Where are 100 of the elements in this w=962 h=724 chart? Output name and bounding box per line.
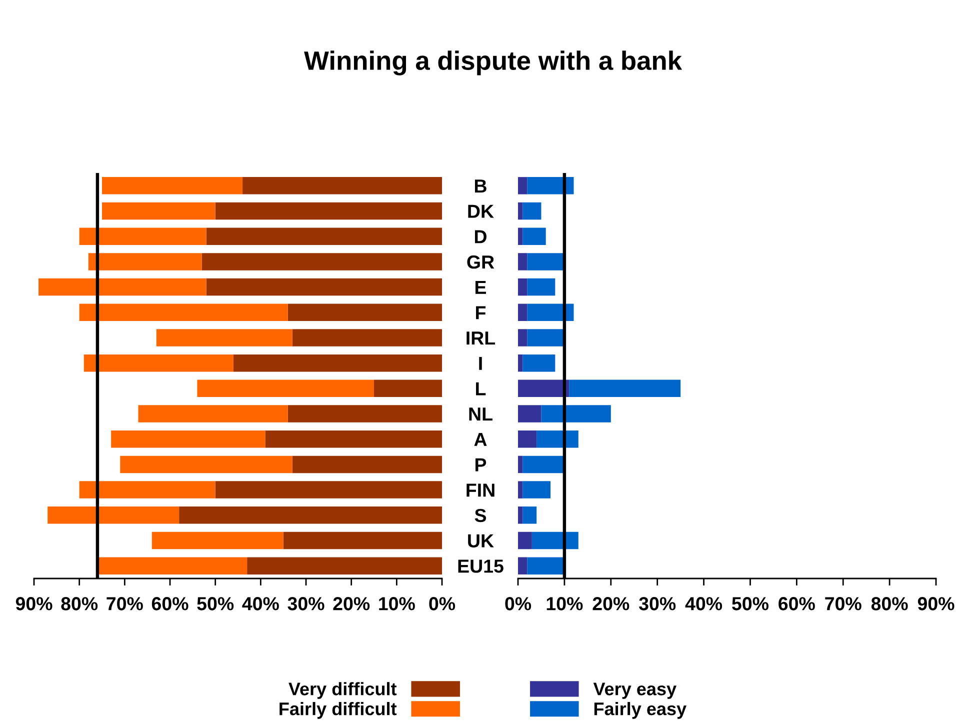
bar	[97, 557, 248, 574]
bar	[532, 532, 578, 550]
bar	[102, 202, 216, 220]
bar	[265, 430, 442, 448]
bar	[88, 253, 202, 270]
x-tick-label: 80%	[61, 597, 98, 610]
bar	[518, 253, 528, 270]
bar	[518, 304, 528, 322]
x-tick-label: 90%	[16, 597, 52, 610]
bar	[283, 532, 442, 550]
x-tick-label: 40%	[242, 597, 279, 610]
bar	[206, 278, 442, 296]
y-tick-label: S	[474, 508, 486, 522]
bar	[79, 304, 288, 322]
chart-title: Winning a dispute with a bank	[304, 50, 682, 76]
y-tick-label: DK	[468, 204, 494, 218]
bar	[522, 506, 537, 524]
bar	[197, 380, 374, 398]
bar	[522, 228, 546, 245]
bar	[247, 557, 442, 574]
bar	[522, 354, 556, 372]
bar	[292, 456, 442, 474]
bar	[518, 481, 523, 498]
bar	[518, 202, 523, 220]
y-tick-label: UK	[468, 534, 494, 548]
bar	[288, 304, 442, 322]
bar	[215, 481, 442, 498]
bar	[522, 481, 551, 498]
bar	[518, 329, 528, 346]
x-tick-label: 60%	[152, 597, 188, 610]
x-tick-label: 70%	[106, 597, 143, 610]
bar	[84, 354, 234, 372]
bar	[518, 506, 523, 524]
x-tick-label: 10%	[546, 597, 583, 610]
bar	[79, 228, 206, 245]
bar	[541, 405, 611, 422]
y-tick-label: F	[476, 306, 486, 320]
bar	[527, 253, 564, 270]
legend-label: Very easy	[593, 682, 676, 699]
x-tick-label: 70%	[825, 597, 862, 610]
bar	[138, 405, 288, 422]
x-tick-label: 50%	[732, 597, 768, 610]
bar	[292, 329, 442, 346]
x-tick-label: 60%	[778, 597, 815, 610]
legend-label: Fairly difficult	[280, 702, 397, 719]
bar	[518, 557, 528, 574]
legend-label: Very difficult	[288, 682, 397, 699]
legend-label: Fairly easy	[594, 702, 686, 719]
x-tick-label: 0%	[429, 597, 456, 610]
bar	[206, 228, 442, 245]
x-tick-label: 10%	[379, 597, 415, 610]
y-tick-label: L	[476, 382, 486, 396]
y-tick-label: NL	[469, 408, 492, 421]
y-tick-label: A	[474, 433, 487, 446]
y-tick-label: GR	[467, 255, 494, 269]
bar	[242, 177, 442, 194]
y-tick-label: IRL	[466, 332, 496, 345]
bar	[518, 278, 528, 296]
bar	[527, 329, 564, 346]
x-tick-label: 20%	[333, 597, 370, 610]
bar	[120, 456, 292, 474]
bar	[536, 430, 578, 448]
bar	[202, 253, 442, 270]
x-tick-label: 20%	[592, 597, 630, 610]
bar	[48, 506, 180, 524]
bar	[522, 202, 542, 220]
y-tick-label: P	[476, 458, 486, 472]
y-tick-label: B	[474, 180, 486, 192]
bar	[102, 177, 243, 194]
bar	[374, 380, 442, 398]
y-tick-label: E	[476, 280, 486, 294]
bar	[518, 177, 528, 194]
y-tick-label: I	[479, 356, 482, 370]
bar	[156, 329, 292, 346]
y-tick-label: D	[474, 230, 486, 244]
bar	[518, 532, 532, 550]
y-tick-label: EU15	[458, 560, 504, 573]
x-tick-label: 30%	[639, 597, 676, 610]
bar	[527, 278, 556, 296]
bar	[518, 430, 537, 448]
bar	[288, 405, 442, 422]
bar	[518, 354, 523, 372]
bar	[152, 532, 284, 550]
y-tick-label: FIN	[466, 484, 494, 497]
x-tick-label: 30%	[288, 597, 324, 610]
x-tick-label: 90%	[918, 597, 954, 610]
bar	[569, 380, 681, 398]
bar	[522, 456, 564, 474]
bar	[111, 430, 266, 448]
bar	[518, 405, 542, 422]
bar	[79, 481, 216, 498]
x-tick-label: 0%	[505, 597, 532, 610]
bar	[527, 557, 564, 574]
bar	[518, 380, 570, 398]
bar	[215, 202, 442, 220]
bar	[527, 177, 574, 194]
x-tick-label: 50%	[197, 597, 234, 610]
bar	[38, 278, 206, 296]
bar	[233, 354, 442, 372]
x-tick-label: 40%	[685, 597, 722, 610]
